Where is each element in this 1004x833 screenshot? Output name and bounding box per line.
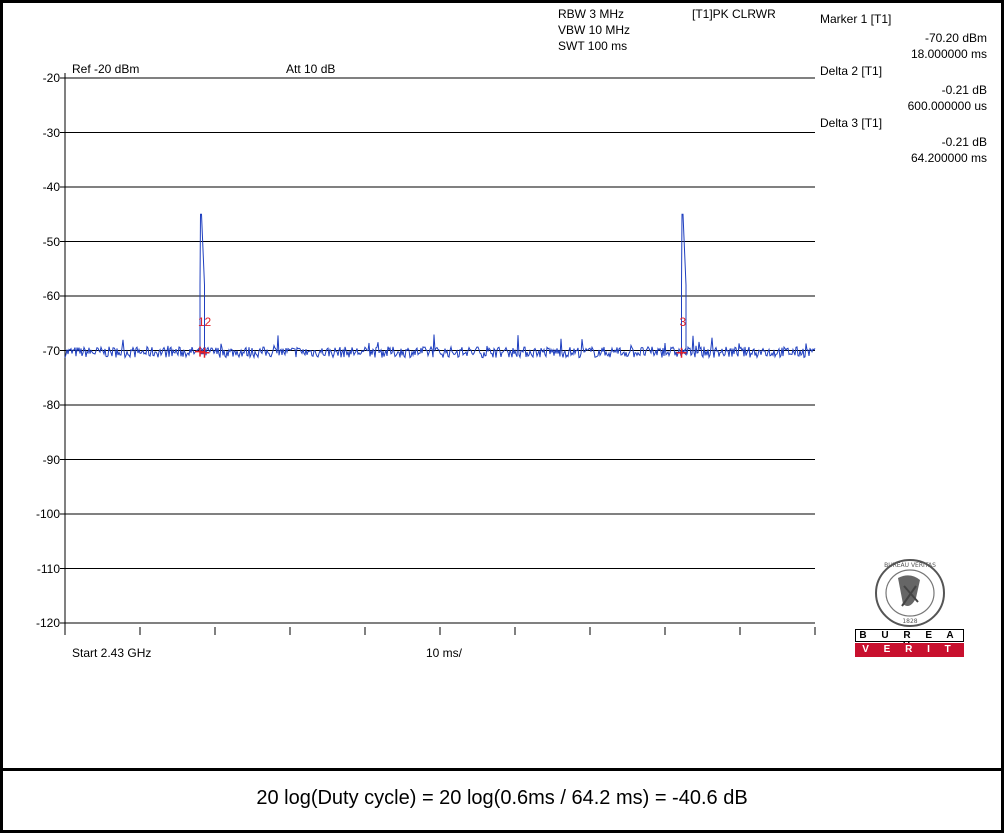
y-tick-label: -100	[35, 507, 60, 521]
marker-1-level: -70.20 dBm	[924, 31, 987, 45]
delta-3-label: Delta 3 [T1]	[820, 116, 883, 130]
delta-2-time: 600.000000 us	[907, 99, 987, 113]
y-tick-label: -80	[42, 398, 60, 412]
formula-separator	[0, 768, 1004, 771]
marker-label-3: 3	[680, 315, 687, 329]
attenuation-label: Att 10 dB	[286, 62, 336, 76]
delta-3-level: -0.21 dB	[941, 135, 987, 149]
y-tick-label: -40	[42, 180, 60, 194]
vbw-label: VBW 10 MHz	[558, 23, 631, 37]
svg-text:1828: 1828	[902, 618, 917, 625]
x-division-label: 10 ms/	[426, 646, 463, 660]
bureau-wordmark: B U R E A U	[855, 629, 964, 652]
y-tick-label: -50	[42, 234, 60, 249]
duty-cycle-formula: 20 log(Duty cycle) = 20 log(0.6ms / 64.2…	[256, 787, 748, 809]
y-tick-label: -60	[42, 289, 60, 303]
y-tick-label: -110	[36, 561, 60, 576]
veritas-wordmark: V E R I T A S	[855, 643, 964, 669]
marker-1-label: Marker 1 [T1]	[820, 12, 892, 26]
marker-label-1: 1	[198, 315, 205, 329]
bureau-veritas-seal-icon: BUREAU VERITAS 1828	[875, 559, 945, 627]
marker-1-time: 18.000000 ms	[910, 47, 987, 61]
y-tick-label: -70	[42, 343, 60, 358]
svg-text:BUREAU VERITAS: BUREAU VERITAS	[884, 562, 936, 569]
swt-label: SWT 100 ms	[558, 39, 628, 53]
delta-2-label: Delta 2 [T1]	[820, 64, 883, 78]
ref-level-label: Ref -20 dBm	[72, 62, 140, 76]
y-tick-label: -90	[42, 452, 60, 467]
y-tick-label: -120	[35, 616, 60, 630]
y-tick-label: -20	[42, 71, 60, 85]
marker-label-2: 2	[205, 315, 212, 329]
trace-mode-label: [T1]PK CLRWR	[692, 7, 776, 21]
trace-line	[64, 213, 816, 360]
delta-3-time: 64.200000 ms	[910, 151, 987, 165]
x-start-label: Start 2.43 GHz	[72, 646, 152, 660]
delta-2-level: -0.21 dB	[941, 83, 987, 97]
y-tick-label: -30	[42, 125, 60, 140]
rbw-label: RBW 3 MHz	[558, 7, 624, 21]
